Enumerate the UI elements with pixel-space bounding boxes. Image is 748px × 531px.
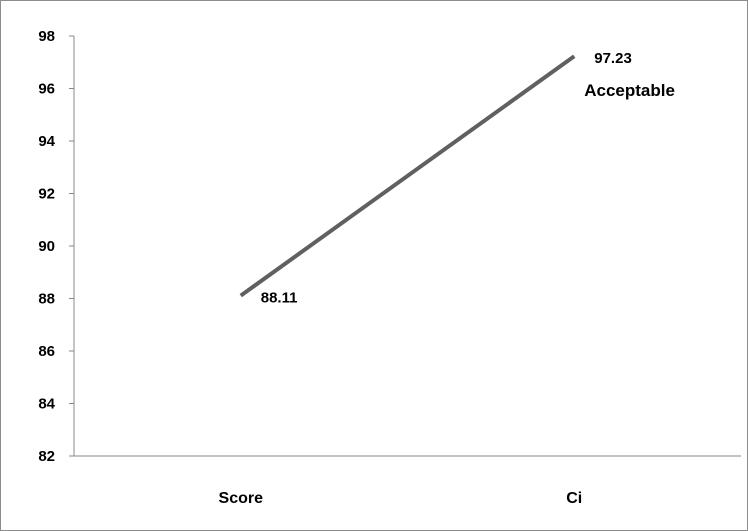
y-tick-label: 86 — [38, 343, 55, 360]
y-tick-label: 82 — [38, 448, 55, 465]
y-tick-label: 96 — [38, 81, 55, 98]
annotation-label: Acceptable — [584, 81, 675, 100]
y-tick-label: 88 — [38, 291, 55, 308]
y-tick-label: 84 — [38, 396, 55, 413]
y-tick-label: 98 — [38, 28, 55, 45]
x-axis: Score Ci — [74, 455, 741, 507]
y-axis: 82 84 86 88 90 92 94 96 98 — [38, 28, 75, 465]
y-tick-label: 92 — [38, 186, 55, 203]
data-label: 97.23 — [594, 50, 632, 67]
y-tick-label: 90 — [38, 238, 55, 255]
data-label: 88.11 — [261, 290, 298, 307]
x-category-label: Ci — [566, 490, 582, 507]
x-category-label: Score — [219, 490, 264, 507]
series-layer — [239, 54, 576, 298]
series-line — [239, 54, 576, 298]
y-tick-label: 94 — [38, 133, 55, 150]
data-labels-layer: 88.11 97.23 Acceptable — [261, 50, 675, 306]
